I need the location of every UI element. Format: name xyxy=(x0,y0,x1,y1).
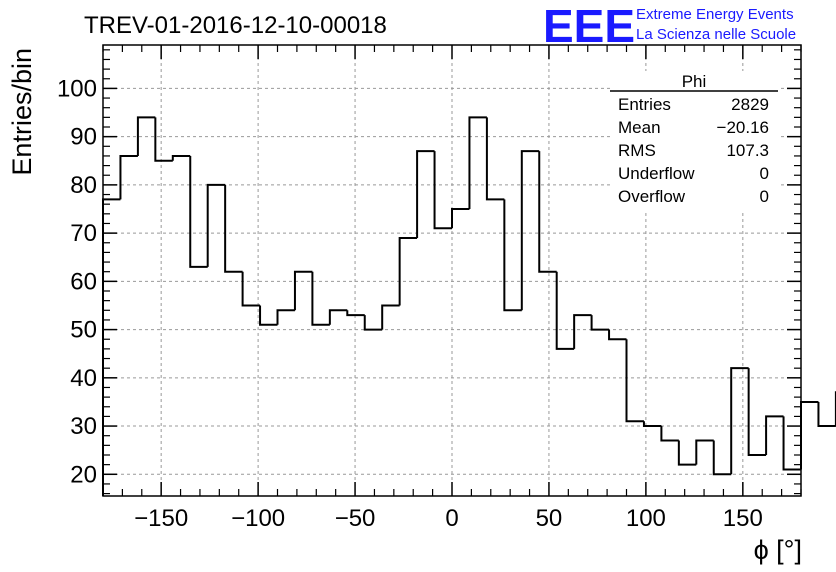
y-tick-label: 70 xyxy=(70,220,97,247)
histogram-bin xyxy=(259,305,278,326)
logo-subtitle-1: Extreme Energy Events xyxy=(636,6,794,23)
y-tick-label: 50 xyxy=(70,317,97,344)
histogram-bin xyxy=(590,315,610,331)
x-tick-label: −100 xyxy=(231,505,285,532)
histogram-bin xyxy=(712,440,732,476)
histogram-bin xyxy=(154,117,173,162)
histogram-bin xyxy=(468,116,487,209)
histogram-bin xyxy=(555,271,575,350)
histogram-bin xyxy=(747,368,767,456)
stats-value: 107.3 xyxy=(726,141,769,160)
axes: −150 −100 −50 0 50 100 150 20 30 40 50 60 70 80 90 100 xyxy=(57,44,802,532)
stats-value: 2829 xyxy=(731,95,769,114)
stats-label: Overflow xyxy=(618,187,686,206)
stats-value: −20.16 xyxy=(717,118,769,137)
histogram-bin xyxy=(817,401,836,428)
histogram-bin xyxy=(189,155,208,268)
histogram-bin xyxy=(433,151,452,230)
histogram-bin xyxy=(782,416,801,471)
x-tick-label: 100 xyxy=(626,505,666,532)
histogram-bin xyxy=(625,339,644,423)
histogram-bin xyxy=(660,426,679,442)
histogram-bin xyxy=(765,415,784,455)
histogram-bin xyxy=(538,151,557,273)
histogram-bin xyxy=(485,117,505,201)
histogram-bin xyxy=(381,304,400,330)
y-tick-label: 60 xyxy=(70,268,97,295)
x-tick-label: −150 xyxy=(134,505,188,532)
histogram-bin xyxy=(677,440,697,466)
histogram-bin xyxy=(695,439,714,465)
histogram-bin xyxy=(102,198,121,496)
stats-value: 0 xyxy=(760,187,769,206)
x-tick-label: 0 xyxy=(445,505,458,532)
histogram-bin xyxy=(328,309,348,325)
histogram-bin xyxy=(206,183,226,267)
x-tick-label: −50 xyxy=(335,505,376,532)
x-tick-label: 150 xyxy=(723,505,763,532)
y-tick-label: 20 xyxy=(70,461,97,488)
histogram-bin xyxy=(730,367,749,475)
histogram-series xyxy=(102,116,836,496)
histogram-bin xyxy=(573,314,592,349)
histogram-bin xyxy=(363,315,383,331)
logo-subtitle-2: La Scienza nelle Scuole xyxy=(636,26,796,43)
histogram-bin xyxy=(119,154,138,200)
histogram-bin xyxy=(171,154,191,161)
stats-box: Phi Entries 2829 Mean −20.16 RMS 107.3 Underfl… xyxy=(610,71,778,210)
y-tick-label: 40 xyxy=(70,365,97,392)
histogram-bin xyxy=(398,236,418,306)
histogram-bin xyxy=(642,421,662,428)
x-tick-label: 50 xyxy=(536,505,563,532)
y-tick-label: 100 xyxy=(57,75,97,102)
histogram-bin xyxy=(451,208,470,229)
x-axis-label: ϕ [°] xyxy=(754,535,802,565)
chart-title: TREV-01-2016-12-10-00018 xyxy=(84,12,387,39)
stats-label: RMS xyxy=(618,141,656,160)
histogram-bin xyxy=(520,150,540,311)
histogram-bin xyxy=(224,184,243,273)
histogram-bin xyxy=(503,199,522,312)
eee-logo: EEE xyxy=(543,0,635,52)
histogram-bin xyxy=(241,271,261,307)
y-tick-label: 90 xyxy=(70,124,97,151)
stats-label: Entries xyxy=(618,95,671,114)
stats-label: Underflow xyxy=(618,164,695,183)
histogram-bin xyxy=(416,150,435,238)
stats-label: Mean xyxy=(618,118,661,137)
y-axis-label: Entries/bin xyxy=(7,48,37,176)
stats-title: Phi xyxy=(682,72,707,91)
histogram-bin xyxy=(293,270,313,311)
histogram-bin xyxy=(608,329,627,341)
histogram-bin xyxy=(346,310,365,317)
y-tick-label: 30 xyxy=(70,413,97,440)
histogram-bin xyxy=(276,309,295,325)
histogram-bin xyxy=(800,400,819,470)
y-tick-label: 80 xyxy=(70,172,97,199)
stats-value: 0 xyxy=(760,164,769,183)
histogram-bin xyxy=(136,116,156,156)
histogram-bin xyxy=(311,271,330,326)
